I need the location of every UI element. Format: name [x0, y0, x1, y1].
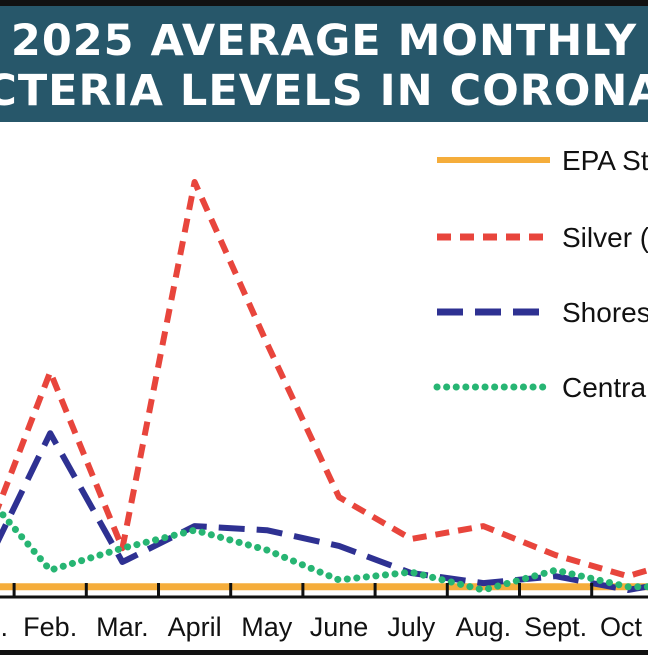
series-line-centra — [0, 505, 648, 594]
chart-title-line-2: CTERIA LEVELS IN CORONA — [0, 66, 648, 116]
x-tick-label: Aug. — [456, 612, 512, 642]
chart-title-line-1: 2025 AVERAGE MONTHLY — [10, 16, 638, 66]
x-tick-label: June — [310, 612, 369, 642]
top-border — [0, 0, 648, 6]
x-tick-label: . — [0, 612, 8, 642]
x-tick-label: Oct — [600, 612, 643, 642]
chart-title-banner: 2025 AVERAGE MONTHLY CTERIA LEVELS IN CO… — [0, 6, 648, 122]
legend-label: Centra — [562, 372, 646, 403]
legend-label: Shores — [562, 297, 648, 328]
legend-label: EPA St — [562, 145, 648, 176]
bottom-border — [0, 650, 648, 655]
series-line-silver — [0, 179, 648, 580]
x-tick-label: Sept. — [524, 612, 587, 642]
x-tick-label: April — [168, 612, 222, 642]
x-tick-label: Feb. — [23, 612, 77, 642]
legend-label: Silver ( — [562, 222, 648, 253]
series-line-shores — [0, 430, 648, 593]
x-tick-label: July — [387, 612, 436, 642]
x-tick-label: May — [241, 612, 293, 642]
x-tick-label: Mar. — [96, 612, 149, 642]
